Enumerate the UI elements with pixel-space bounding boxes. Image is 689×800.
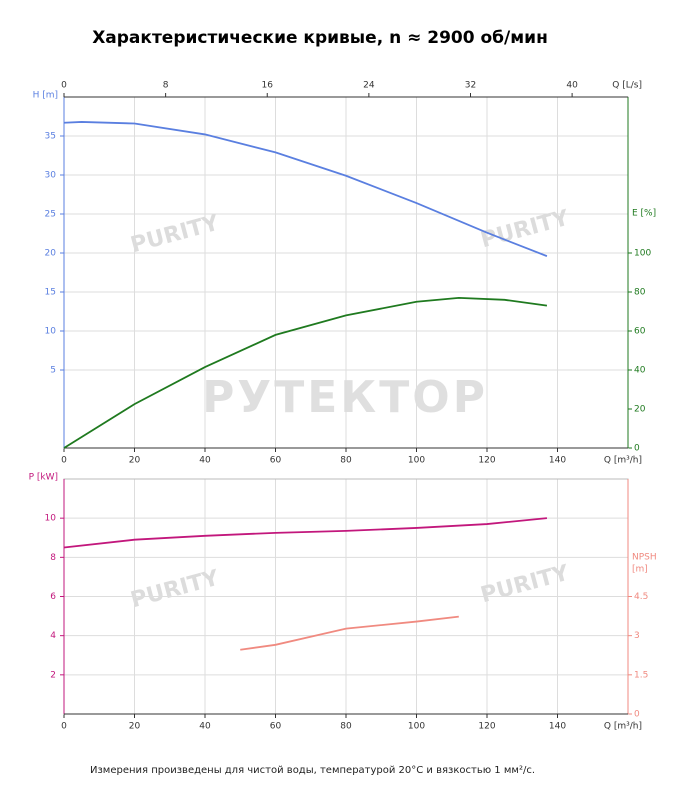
y-tick-label: 5 <box>50 366 56 376</box>
x-tick-label: 40 <box>199 456 211 466</box>
y-tick-label: 20 <box>45 249 57 259</box>
y2-axis-label: NPSH [m] <box>632 552 657 574</box>
x2-tick-label: 16 <box>262 81 274 91</box>
x-tick-label: 40 <box>199 722 211 732</box>
x2-tick-label: 40 <box>566 81 578 91</box>
series-line <box>63 517 548 549</box>
logo: PURITY <box>128 211 222 259</box>
y-axis-label: P [kW] <box>29 473 58 483</box>
y-tick-label: 8 <box>50 553 56 563</box>
series-line <box>63 296 548 449</box>
y-tick-label: 6 <box>50 592 56 602</box>
y-tick-label: 35 <box>45 132 56 142</box>
y2-tick-label: 4.5 <box>634 592 648 602</box>
x-tick-label: 60 <box>270 456 282 466</box>
x-tick-label: 100 <box>408 456 425 466</box>
series-line <box>63 121 548 257</box>
y-tick-label: 15 <box>45 288 56 298</box>
y2-tick-label: 1.5 <box>634 670 648 680</box>
x-tick-label: 120 <box>478 456 495 466</box>
x-axis-label: Q [m³/h] <box>604 722 642 732</box>
x-tick-label: 80 <box>340 456 352 466</box>
y2-tick-label: 40 <box>634 366 646 376</box>
logo: PURITY <box>478 206 572 254</box>
x-tick-label: 60 <box>270 722 282 732</box>
watermark: РУТЕКТОР <box>202 372 488 423</box>
x-tick-label: 140 <box>549 722 566 732</box>
x-tick-label: 20 <box>129 722 141 732</box>
x2-axis-label: Q [L/s] <box>612 81 642 91</box>
x2-tick-label: 8 <box>163 81 169 91</box>
y-tick-label: 10 <box>45 327 57 337</box>
x-tick-label: 100 <box>408 722 425 732</box>
footnote: Измерения произведены для чистой воды, т… <box>90 765 535 776</box>
series-line <box>240 615 459 651</box>
x-tick-label: 20 <box>129 456 141 466</box>
y-tick-label: 10 <box>45 514 57 524</box>
x-axis-label: Q [m³/h] <box>604 456 642 466</box>
y2-axis-label: E [%] <box>632 209 656 219</box>
title: Характеристические кривые, n ≈ 2900 об/м… <box>92 28 548 48</box>
y-tick-label: 2 <box>50 670 56 680</box>
y2-tick-label: 0 <box>634 444 640 454</box>
y2-tick-label: 0 <box>634 710 640 720</box>
y-tick-label: 30 <box>45 171 57 181</box>
y2-tick-label: 80 <box>634 288 646 298</box>
x-tick-label: 80 <box>340 722 352 732</box>
x-tick-label: 120 <box>478 722 495 732</box>
x2-tick-label: 0 <box>61 81 67 91</box>
y-tick-label: 25 <box>45 210 56 220</box>
y2-tick-label: 20 <box>634 405 646 415</box>
x2-tick-label: 32 <box>465 81 476 91</box>
y2-tick-label: 100 <box>634 249 651 259</box>
logo: PURITY <box>478 561 572 609</box>
x-tick-label: 0 <box>61 722 67 732</box>
y-tick-label: 4 <box>50 631 56 641</box>
x-tick-label: 0 <box>61 456 67 466</box>
y2-tick-label: 60 <box>634 327 646 337</box>
logo: PURITY <box>128 566 222 614</box>
x2-tick-label: 24 <box>363 81 375 91</box>
x-tick-label: 140 <box>549 456 566 466</box>
y-axis-label: H [m] <box>33 91 58 101</box>
y2-tick-label: 3 <box>634 631 640 641</box>
